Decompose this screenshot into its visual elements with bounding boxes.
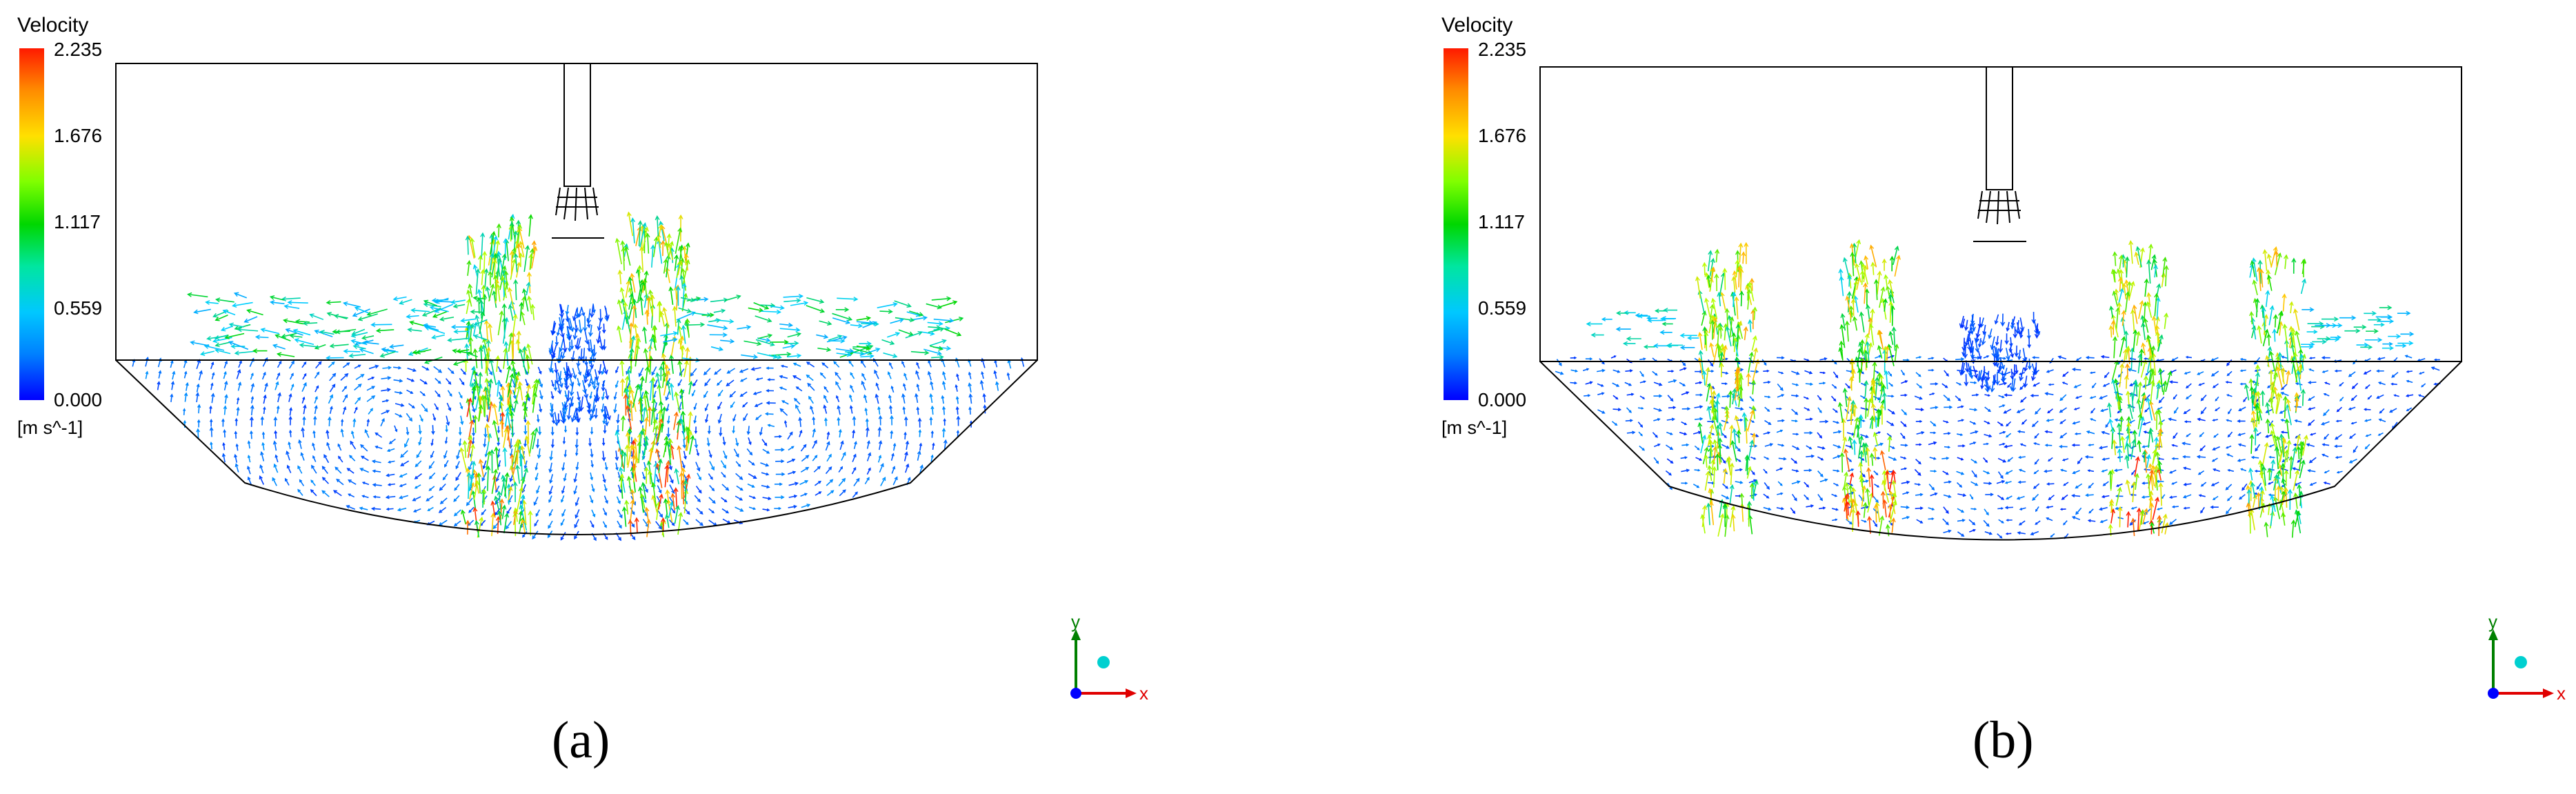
color-scale-bar	[19, 48, 44, 400]
color-scale-bar	[1444, 48, 1468, 400]
velocity-vectors-b	[1555, 239, 2441, 539]
legend-unit: [m s^-1]	[1441, 417, 1508, 438]
legend-tick: 1.676	[1478, 125, 1527, 146]
legend-tick-min: 0.000	[54, 389, 103, 410]
legend-tick-max: 2.235	[1478, 39, 1527, 60]
impeller-icon	[555, 187, 599, 221]
impeller-icon	[1977, 190, 2021, 225]
legend-tick: 0.559	[1478, 297, 1527, 319]
legend-tick-min: 0.000	[1478, 389, 1527, 410]
legend-unit: [m s^-1]	[17, 417, 83, 438]
panel-caption: (b)	[1973, 711, 2034, 769]
axis-label-x: x	[1139, 683, 1148, 704]
legend-title: Velocity	[17, 14, 89, 37]
tank-bottom-outline	[115, 359, 1038, 535]
panel-a: Velocity 2.235 1.676 1.117 0.559 0.000 […	[0, 0, 1283, 794]
axis-label-y: y	[2488, 611, 2497, 632]
axis-triad-a: y x	[1070, 611, 1148, 704]
velocity-vectors-a	[132, 211, 1025, 542]
impeller-shaft	[563, 63, 591, 187]
flow-field-b: y x	[1539, 66, 2566, 704]
axis-label-y: y	[1071, 611, 1080, 632]
legend-tick: 1.117	[1478, 211, 1525, 232]
legend-tick-max: 2.235	[54, 39, 103, 60]
tank-bottom-outline	[1539, 361, 2462, 541]
legend-title: Velocity	[1441, 14, 1513, 37]
axis-triad-b: y x	[2488, 611, 2566, 704]
impeller-shaft	[1986, 66, 2013, 190]
tank-upper-outline	[1539, 66, 2462, 362]
flow-field-a: y x	[115, 63, 1148, 704]
panel-caption: (a)	[552, 711, 610, 769]
legend-tick: 1.676	[54, 125, 103, 146]
legend-tick: 0.559	[54, 297, 103, 319]
legend-tick: 1.117	[54, 211, 101, 232]
axis-label-x: x	[2557, 683, 2566, 704]
panel-b: Velocity 2.235 1.676 1.117 0.559 0.000 […	[1424, 0, 2576, 794]
